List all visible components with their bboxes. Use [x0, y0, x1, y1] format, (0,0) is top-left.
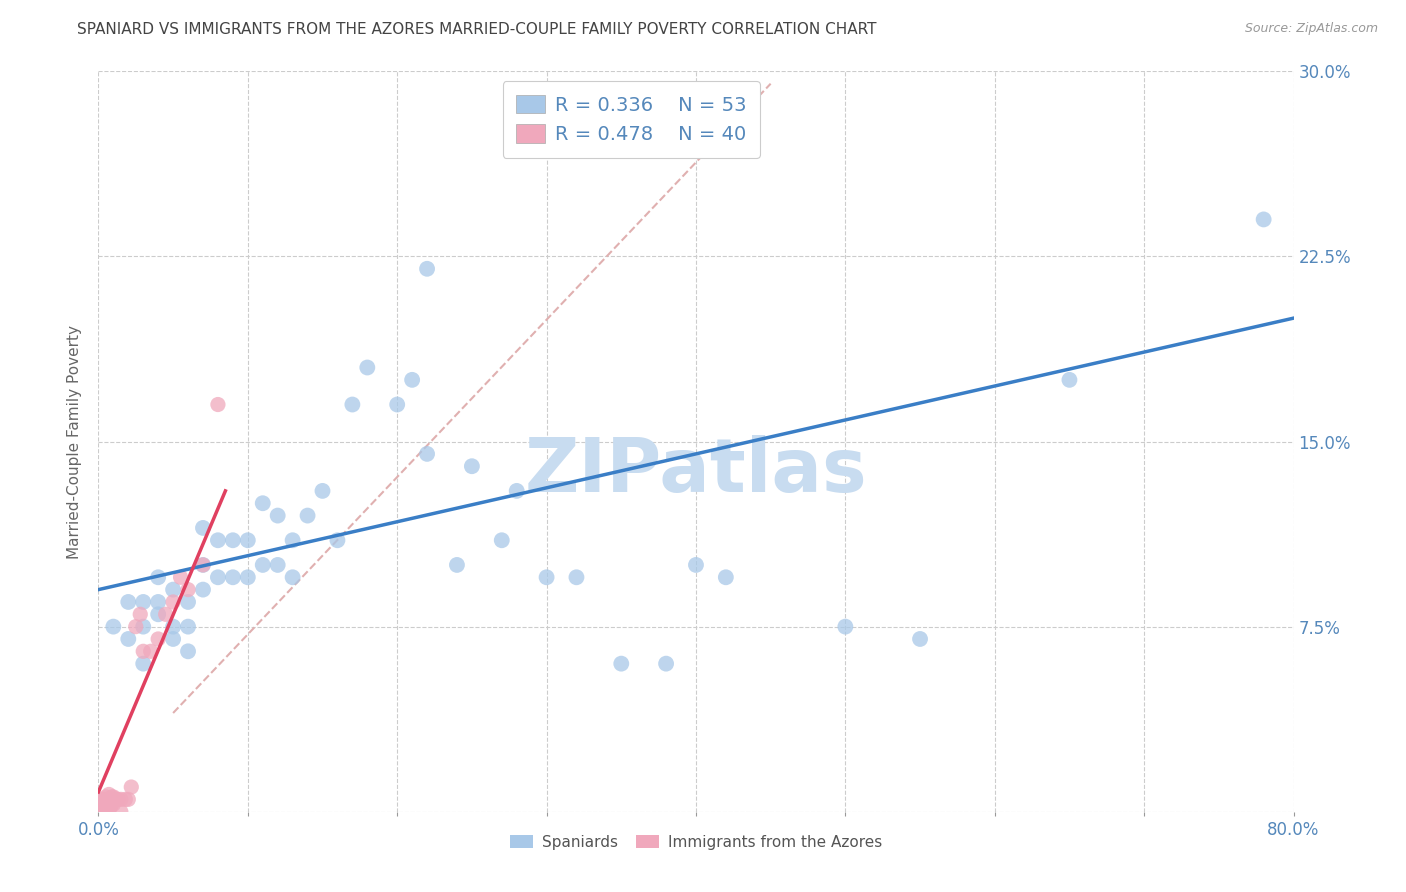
Point: [236, 533, 259, 548]
Point: [148, 595, 170, 609]
Point: [281, 570, 304, 584]
Point: [207, 570, 229, 584]
Point: [105, 792, 128, 806]
Point: [1059, 373, 1081, 387]
Text: SPANIARD VS IMMIGRANTS FROM THE AZORES MARRIED-COUPLE FAMILY POVERTY CORRELATION: SPANIARD VS IMMIGRANTS FROM THE AZORES M…: [77, 22, 877, 37]
Point: [96, 805, 118, 819]
Point: [139, 644, 162, 658]
Point: [103, 789, 125, 804]
Point: [222, 533, 245, 548]
Point: [94, 797, 117, 812]
Point: [162, 619, 184, 633]
Point: [91, 805, 114, 819]
Point: [114, 792, 136, 806]
Point: [93, 799, 115, 814]
Point: [655, 657, 678, 671]
Point: [297, 508, 319, 523]
Point: [98, 799, 122, 814]
Point: [207, 398, 229, 412]
Point: [191, 558, 214, 572]
Text: ZIPatlas: ZIPatlas: [524, 434, 868, 508]
Point: [326, 533, 349, 548]
Point: [565, 570, 588, 584]
Point: [267, 508, 290, 523]
Point: [94, 789, 117, 804]
Point: [103, 797, 125, 812]
Point: [148, 632, 170, 646]
Point: [120, 780, 142, 794]
Point: [446, 558, 468, 572]
Point: [162, 632, 184, 646]
Point: [416, 447, 439, 461]
Point: [252, 558, 274, 572]
Point: [94, 805, 117, 819]
Point: [506, 483, 529, 498]
Point: [491, 533, 513, 548]
Point: [91, 792, 114, 806]
Text: Source: ZipAtlas.com: Source: ZipAtlas.com: [1244, 22, 1378, 36]
Point: [356, 360, 378, 375]
Point: [97, 797, 120, 812]
Point: [148, 607, 170, 622]
Point: [90, 805, 112, 819]
Point: [117, 632, 139, 646]
Point: [96, 792, 118, 806]
Point: [401, 373, 423, 387]
Point: [96, 797, 118, 812]
Point: [177, 582, 200, 597]
Point: [155, 607, 177, 622]
Point: [222, 570, 245, 584]
Point: [177, 619, 200, 633]
Point: [107, 792, 129, 806]
Point: [98, 792, 122, 806]
Point: [177, 644, 200, 658]
Point: [385, 398, 409, 412]
Point: [101, 789, 124, 804]
Point: [191, 582, 214, 597]
Legend: Spaniards, Immigrants from the Azores: Spaniards, Immigrants from the Azores: [503, 829, 889, 856]
Point: [834, 619, 856, 633]
Point: [97, 788, 120, 802]
Point: [132, 657, 155, 671]
Point: [252, 496, 274, 510]
Point: [685, 558, 707, 572]
Point: [342, 398, 364, 412]
Point: [125, 619, 148, 633]
Point: [191, 558, 214, 572]
Point: [93, 792, 115, 806]
Point: [267, 558, 290, 572]
Point: [117, 792, 139, 806]
Point: [281, 533, 304, 548]
Point: [101, 797, 124, 812]
Point: [148, 570, 170, 584]
Point: [416, 261, 439, 276]
Point: [110, 792, 132, 806]
Point: [110, 805, 132, 819]
Point: [461, 459, 484, 474]
Point: [162, 595, 184, 609]
Point: [132, 644, 155, 658]
Point: [177, 595, 200, 609]
Point: [97, 805, 120, 819]
Point: [162, 582, 184, 597]
Point: [90, 797, 112, 812]
Point: [236, 570, 259, 584]
Point: [169, 570, 191, 584]
Point: [610, 657, 633, 671]
Point: [908, 632, 931, 646]
Point: [714, 570, 737, 584]
Point: [311, 483, 333, 498]
Point: [132, 595, 155, 609]
Point: [129, 607, 152, 622]
Point: [103, 619, 125, 633]
Y-axis label: Married-Couple Family Poverty: Married-Couple Family Poverty: [67, 325, 83, 558]
Point: [93, 805, 115, 819]
Point: [191, 521, 214, 535]
Point: [1253, 212, 1275, 227]
Point: [117, 595, 139, 609]
Point: [536, 570, 558, 584]
Point: [207, 533, 229, 548]
Point: [132, 619, 155, 633]
